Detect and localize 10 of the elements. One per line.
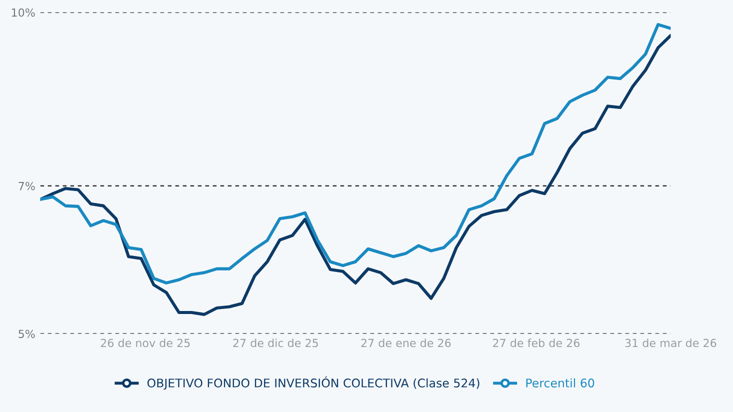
- x-tick-label: 27 de feb de 26: [493, 338, 580, 348]
- y-tick-label: 5%: [18, 330, 35, 338]
- legend-label: OBJETIVO FONDO DE INVERSIÓN COLECTIVA (Clase 524): [147, 376, 480, 390]
- x-tick-label: 31 de mar de 26: [625, 338, 716, 348]
- x-tick-label: 26 de nov de 25: [100, 338, 190, 348]
- x-tick-label: 27 de ene de 26: [361, 338, 451, 348]
- y-tick-label: 10%: [12, 8, 35, 17]
- x-tick-label: 27 de dic de 25: [233, 338, 318, 348]
- legend-label: Percentil 60: [526, 378, 594, 388]
- y-tick-label: 7%: [18, 182, 35, 190]
